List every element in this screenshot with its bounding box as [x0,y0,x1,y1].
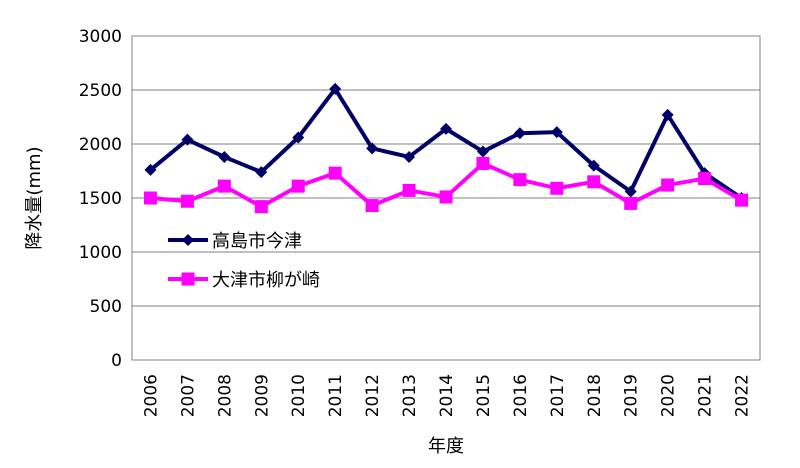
data-point [439,190,453,204]
data-point [254,200,268,214]
x-tick-label: 2018 [585,374,605,417]
legend-marker [182,234,194,246]
data-point [181,133,194,146]
y-tick-label: 0 [111,351,122,371]
data-point [403,150,416,163]
x-tick-label: 2022 [733,374,753,417]
x-tick-label: 2015 [474,374,494,417]
legend-label: 高島市今津 [212,231,302,252]
data-point [698,172,712,186]
legend-marker [181,272,195,286]
data-point [329,82,342,95]
data-point [366,142,379,155]
series-group [143,82,749,214]
x-tick-label: 2011 [326,374,346,417]
y-tick-labels: 0 500 1000 1500 2000 2500 3000 [79,27,122,371]
data-point [624,185,637,198]
legend-label: 大津市柳が崎 [212,270,320,291]
y-tick-label: 500 [90,297,122,317]
x-tick-label: 2007 [178,374,198,417]
y-tick-label: 3000 [79,27,122,47]
data-point [365,199,379,213]
y-axis-label: 降水量(mm) [24,146,45,249]
data-point [217,179,231,193]
data-point [218,150,231,163]
legend-item-1: 大津市柳が崎 [168,270,320,291]
data-point [513,173,527,187]
gridlines [132,89,760,307]
data-point [143,191,157,205]
y-tick-label: 1500 [79,189,122,209]
data-point [550,181,564,195]
data-point [476,156,490,170]
y-tick-label: 2500 [79,81,122,101]
x-tick-label: 2017 [548,374,568,417]
data-point [661,178,675,192]
series-1 [143,156,749,214]
x-tick-label: 2008 [215,374,235,417]
data-point [180,194,194,208]
x-tick-label: 2013 [400,374,420,417]
data-point [292,131,305,144]
data-point [624,196,638,210]
data-point [255,166,268,179]
x-tick-label: 2019 [622,374,642,417]
x-tick-label: 2014 [437,374,457,417]
data-point [144,163,157,176]
x-axis-label: 年度 [428,436,464,457]
data-point [476,145,489,158]
data-point [291,179,305,193]
data-point [440,122,452,135]
data-point [402,183,416,197]
x-tick-label: 2020 [659,374,679,417]
x-tick-label: 2016 [511,374,531,417]
y-tick-label: 2000 [79,135,122,155]
data-point [513,127,526,140]
data-point [735,193,749,207]
series-0 [144,82,748,204]
data-point [550,126,563,139]
data-point [328,166,342,180]
x-tick-label: 2010 [289,374,309,417]
y-tick-label: 1000 [79,243,122,263]
x-tick-label: 2012 [363,374,383,417]
data-point [587,175,601,189]
x-tick-labels: 2006 2007 2008 2009 2010 2011 2012 2013 2014 2015… [141,374,752,417]
x-tick-label: 2009 [252,374,272,417]
data-point [661,108,674,121]
data-point [587,159,600,172]
legend-item-0: 高島市今津 [168,231,302,252]
x-tick-label: 2006 [141,374,161,417]
x-tick-label: 2021 [696,374,716,417]
